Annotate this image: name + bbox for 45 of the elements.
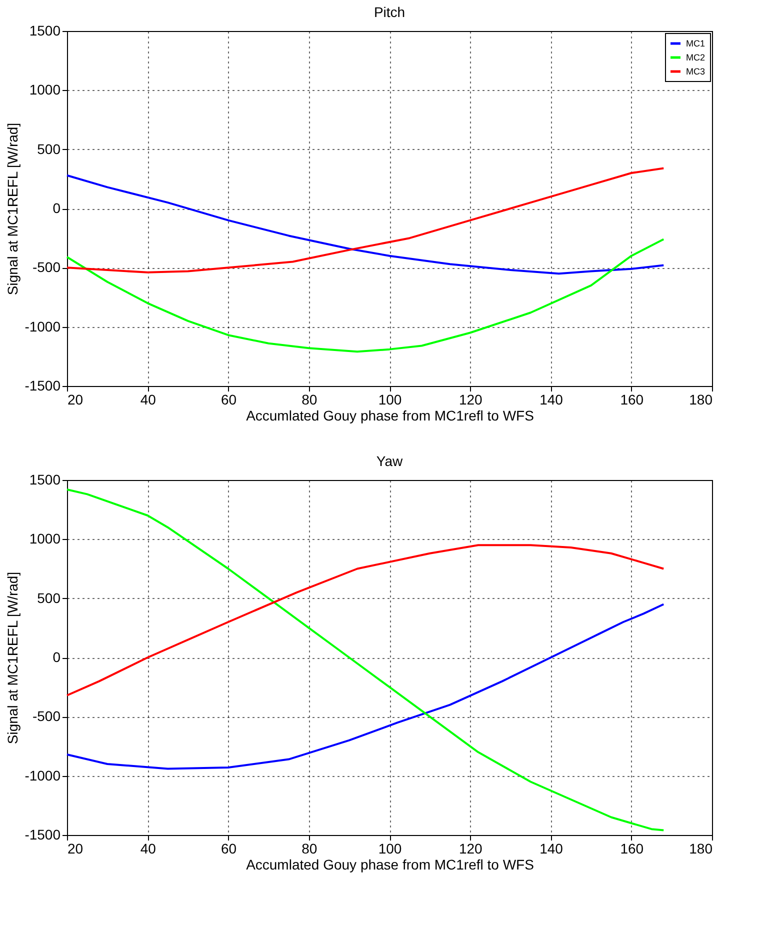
x-tick-label: 100	[378, 392, 402, 408]
y-tick-label: -1000	[24, 318, 61, 334]
y-axis-title: Signal at MC1REFL [W/rad]	[4, 122, 21, 296]
y-axis-title: Signal at MC1REFL [W/rad]	[4, 572, 21, 744]
y-tick-label: 0	[52, 200, 61, 216]
x-tick-label: 20	[68, 392, 84, 408]
line-series	[66, 544, 665, 696]
chart-title: Yaw	[376, 453, 404, 469]
x-tick-label: 40	[140, 392, 156, 408]
x-tick-label: 80	[302, 840, 318, 856]
x-tick-label: 40	[140, 840, 156, 856]
line-series	[66, 488, 665, 832]
x-tick-label: 60	[220, 840, 237, 856]
x-tick-label: 60	[220, 392, 237, 408]
y-tick-label: -1500	[24, 378, 61, 394]
y-tick-label: 1000	[29, 530, 61, 547]
y-tick-label: 1500	[29, 22, 61, 38]
y-tick-label: -1500	[24, 826, 61, 842]
legend-label: MC3	[686, 66, 706, 76]
line-series	[66, 603, 665, 770]
x-tick-label: 180	[689, 392, 713, 408]
x-tick-label: 100	[378, 840, 402, 856]
y-tick-label: -1000	[24, 767, 61, 784]
line-series	[66, 238, 665, 353]
legend-label: MC2	[686, 52, 706, 62]
x-tick-label: 160	[620, 392, 644, 408]
x-axis-title: Accumlated Gouy phase from MC1refl to WFS	[246, 856, 534, 872]
x-tick-label: 180	[689, 840, 713, 856]
y-tick-label: 500	[37, 140, 61, 157]
y-tick-label: -500	[32, 259, 61, 276]
x-axis-title: Accumlated Gouy phase from MC1refl to WFS	[246, 408, 534, 424]
x-tick-label: 20	[68, 840, 84, 856]
x-tick-label: 120	[458, 392, 483, 408]
chart-title: Pitch	[374, 4, 406, 20]
x-tick-label: 160	[620, 840, 644, 856]
y-tick-label: 1000	[29, 82, 61, 98]
y-tick-label: -500	[32, 708, 61, 724]
y-tick-label: 0	[52, 649, 61, 665]
x-tick-label: 140	[540, 392, 564, 408]
x-tick-label: 120	[458, 840, 483, 856]
x-tick-label: 80	[302, 392, 318, 408]
legend-label: MC1	[686, 38, 706, 48]
y-tick-label: 1500	[29, 472, 61, 488]
y-tick-label: 500	[37, 590, 61, 606]
x-tick-label: 140	[540, 840, 564, 856]
